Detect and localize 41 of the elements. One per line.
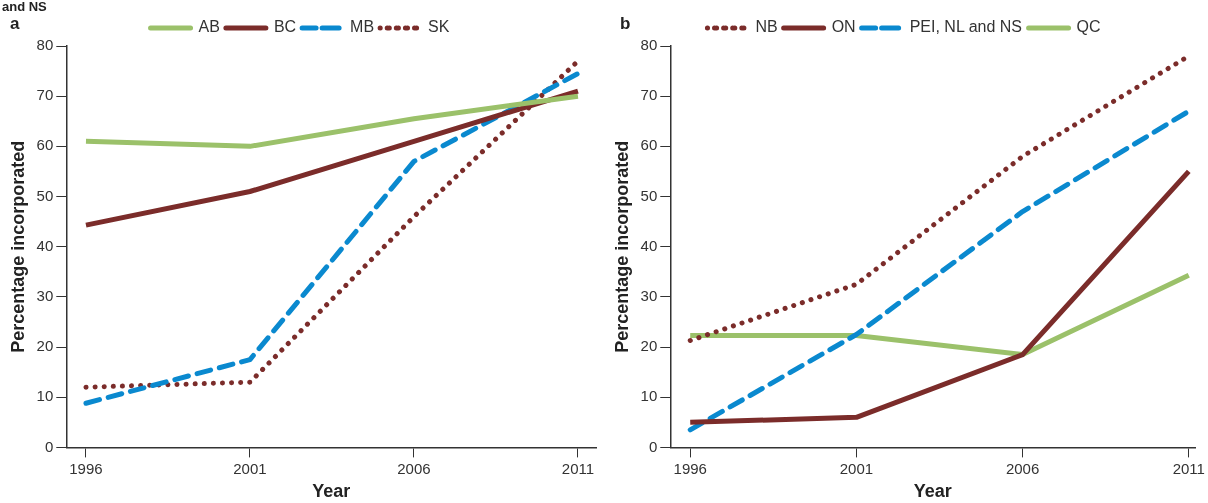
y-axis-title: Percentage incorporated [611,140,632,353]
x-tick-label: 2011 [1172,459,1205,477]
legend-label: PEI, NL and NS [909,18,1022,36]
y-tick-label: 70 [36,86,54,104]
text: a [10,14,20,34]
x-axis-title: Year [913,481,952,502]
y-tick-label: 80 [640,36,658,54]
y-axis-title: Percentage incorporated [7,140,28,353]
y-tick-label: 50 [640,186,658,204]
x-tick-label: 2006 [1005,459,1040,477]
y-tick-label: 60 [640,136,658,154]
y-tick-label: 10 [640,387,658,405]
chart-title: and NS [2,0,47,14]
x-tick-label: 2001 [233,459,267,477]
x-tick-label: 2001 [839,459,874,477]
y-tick-label: 20 [640,337,658,355]
y-tick-label: 60 [36,136,54,154]
legend-label: MB [350,18,375,36]
y-tick-label: 30 [640,287,658,305]
y-tick-label: 40 [640,236,658,254]
text: b [620,14,631,34]
y-tick-label: 30 [36,287,54,305]
y-tick-label: 80 [36,36,54,54]
x-tick-label: 2006 [397,459,431,477]
x-tick-label: 1996 [673,459,707,477]
y-tick-label: 0 [44,437,54,455]
legend-label: SK [428,18,450,36]
legend-label: BC [273,18,297,36]
legend-label: QC [1076,18,1101,36]
x-tick-label: 2011 [561,459,595,477]
x-tick-label: 1996 [69,459,103,477]
legend-label: NB [755,18,778,36]
y-tick-label: 70 [640,86,658,104]
legend-label: AB [198,18,220,36]
legend-label: ON [831,18,856,36]
y-tick-label: 20 [36,337,54,355]
y-tick-label: 10 [36,387,54,405]
x-axis-title: Year [312,481,351,502]
y-tick-label: 50 [36,186,54,204]
y-tick-label: 40 [36,236,54,254]
y-tick-label: 0 [648,437,658,455]
